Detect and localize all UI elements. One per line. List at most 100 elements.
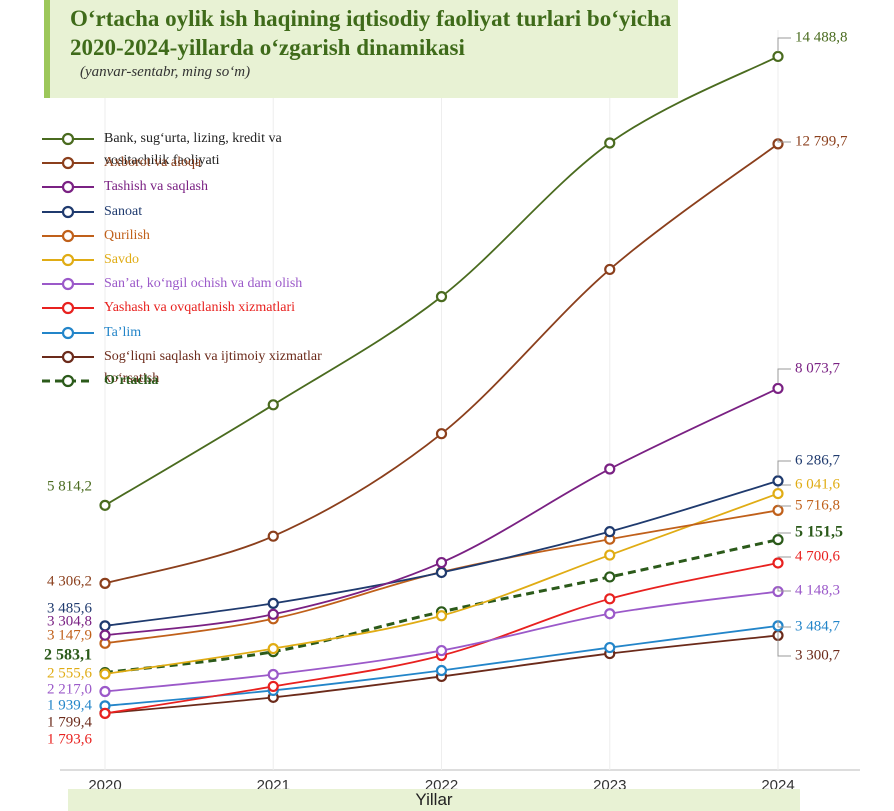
legend-item: Ta’lim: [40, 322, 334, 346]
legend-marker: [61, 205, 75, 218]
title-box: O‘rtacha oylik ish haqining iqtisodiy fa…: [44, 0, 678, 98]
data-point: [604, 526, 616, 538]
label-leader: [777, 630, 791, 657]
data-point: [435, 556, 448, 569]
legend-swatch: [42, 253, 94, 267]
value-label: 2 555,6: [47, 665, 93, 681]
data-point: [267, 680, 279, 693]
legend-item: Savdo: [40, 249, 334, 273]
legend-item: Axborot va aloqa: [40, 152, 334, 176]
legend-marker: [61, 253, 75, 267]
data-point: [99, 629, 111, 641]
legend-marker: [61, 278, 75, 291]
legend-label: Sanoat: [104, 203, 143, 219]
value-label: 5 716,8: [795, 497, 840, 513]
data-point: [604, 463, 616, 475]
label-leader: [777, 368, 791, 384]
value-label: 8 073,7: [795, 360, 841, 376]
data-point: [772, 475, 784, 487]
data-point: [435, 664, 448, 677]
value-label: 1 939,4: [47, 697, 93, 713]
legend-label: Yashash va ovqatlanish xizmatlari: [104, 300, 296, 316]
legend-label: Sog‘liqni saqlash va ijtimoiy xizmatlar …: [104, 348, 322, 386]
legend-label: San’at, ko‘ngil ochish va dam olish: [104, 276, 303, 292]
data-point: [604, 641, 616, 654]
data-point: [604, 263, 616, 276]
legend-label: Savdo: [104, 251, 139, 267]
data-point: [604, 571, 616, 583]
value-label: 6 286,7: [795, 452, 841, 468]
value-label: 2 217,0: [47, 681, 92, 697]
legend-swatch: [42, 326, 94, 339]
data-point: [772, 557, 784, 569]
value-label: 4 306,2: [47, 573, 92, 589]
legend-item: Sog‘liqni saqlash va ijtimoiy xizmatlar …: [40, 346, 334, 386]
legend-marker: [61, 181, 75, 194]
legend-item: O‘rtacha: [40, 370, 334, 394]
label-leader: [777, 138, 791, 143]
legend-marker: [61, 229, 75, 242]
legend-swatch: [42, 181, 94, 194]
value-label: 4 148,3: [795, 582, 840, 598]
data-point: [99, 577, 111, 589]
data-point: [99, 668, 111, 680]
label-leader: [777, 37, 791, 52]
data-point: [99, 707, 111, 720]
data-point: [435, 644, 448, 657]
data-point: [435, 291, 448, 303]
data-point: [435, 610, 448, 622]
data-point: [435, 566, 448, 579]
legend-swatch: [42, 278, 94, 291]
legend-label: O‘rtacha: [104, 372, 159, 388]
legend-swatch: [42, 350, 94, 363]
data-point: [772, 382, 784, 395]
data-point: [772, 487, 784, 500]
value-label: 1 799,4: [47, 714, 93, 730]
legend-marker: [61, 326, 75, 339]
value-label: 3 147,9: [47, 627, 92, 643]
legend-label: Ta’lim: [104, 324, 142, 340]
data-point: [772, 504, 784, 516]
data-point: [99, 620, 111, 632]
legend-label: Axborot va aloqa: [104, 155, 202, 171]
chart-subtitle: (yanvar-sentabr, ming so‘m): [80, 64, 251, 80]
data-point: [267, 668, 279, 681]
value-label: 6 041,6: [795, 476, 841, 492]
value-label: 12 799,7: [795, 133, 848, 149]
legend-swatch: [42, 302, 94, 315]
data-point: [604, 137, 616, 149]
x-axis-label: Yillar: [68, 789, 800, 811]
data-point: [99, 685, 111, 698]
value-label: 3 484,7: [795, 618, 841, 634]
legend-marker: [61, 302, 75, 315]
legend: Bank, sug‘urta, lizing, kredit va vosita…: [40, 128, 334, 394]
legend-marker: [61, 132, 75, 146]
data-point: [435, 428, 448, 440]
label-leader: [777, 460, 791, 476]
legend-item: Sanoat: [40, 201, 334, 225]
label-leader: [777, 620, 791, 628]
data-point: [772, 50, 784, 63]
label-leader: [777, 505, 791, 507]
value-label: 4 700,6: [795, 548, 841, 564]
value-label: 3 304,8: [47, 613, 92, 629]
label-leader: [777, 532, 791, 535]
legend-item: Tashish va saqlash: [40, 176, 334, 200]
value-label: 1 793,6: [47, 731, 93, 747]
legend-label: Bank, sug‘urta, lizing, kredit va vosita…: [104, 131, 282, 168]
label-leader: [777, 556, 791, 558]
legend-swatch: [42, 157, 94, 170]
legend-swatch: [42, 132, 94, 146]
data-point: [772, 534, 784, 546]
chart-title: O‘rtacha oylik ish haqining iqtisodiy fa…: [70, 6, 672, 60]
data-point: [267, 642, 279, 655]
legend-item: Qurilish: [40, 225, 334, 249]
legend-item: Bank, sug‘urta, lizing, kredit va vosita…: [40, 128, 334, 168]
legend-marker: [61, 374, 75, 387]
data-point: [267, 597, 279, 609]
value-label: 2 583,1: [44, 647, 92, 664]
value-label: 3 485,6: [47, 600, 93, 616]
value-label: 5 814,2: [47, 478, 92, 494]
